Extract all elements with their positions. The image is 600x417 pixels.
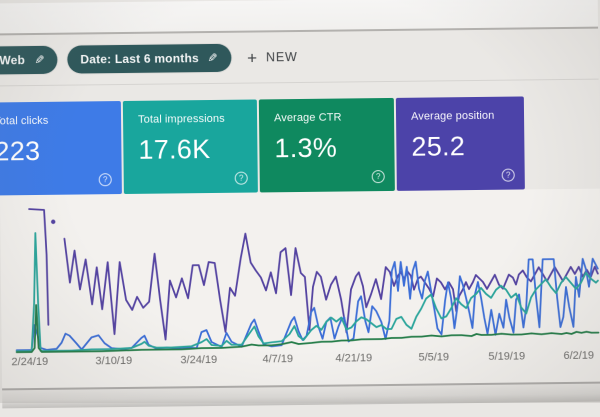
help-icon[interactable]: ? — [98, 173, 112, 187]
help-icon[interactable]: ? — [234, 171, 248, 185]
metric-card[interactable]: Average CTR 1.3% ? — [258, 97, 395, 193]
filter-chip-label: Date: Last 6 months — [80, 51, 199, 67]
series-line-ctr — [15, 304, 600, 354]
x-axis-label: 5/19/19 — [488, 350, 526, 363]
metric-card-title: Average position — [410, 109, 495, 123]
series-line-position — [63, 232, 599, 341]
metric-card-title: Total impressions — [137, 112, 225, 126]
metric-card-title: Average CTR — [273, 111, 342, 125]
metric-card[interactable]: Total impressions 17.6K ? — [122, 99, 258, 194]
series-line-position — [28, 208, 50, 326]
metric-card-value: 25.2 — [411, 131, 466, 162]
new-filter-label: NEW — [265, 50, 298, 65]
metric-card-value: 223 — [0, 135, 41, 167]
x-axis-label: 5/5/19 — [418, 351, 450, 364]
performance-chart-panel[interactable]: 2/24/19 3/10/19 3/24/19 4/7/19 4/21/19 5/5/19… — [0, 188, 600, 389]
series-line-impressions — [15, 232, 599, 353]
filter-chip-label: Web — [0, 53, 26, 68]
x-axis-label: 4/21/19 — [335, 352, 373, 365]
filter-toolbar: Web ✎ Date: Last 6 months ✎ + NEW — [0, 28, 599, 87]
metric-cards-row: Total clicks 223 ? Total impressions 17.… — [0, 96, 600, 196]
x-axis-label: 2/24/19 — [11, 355, 49, 369]
help-icon[interactable]: ? — [501, 168, 515, 182]
metric-card-value: 1.3% — [274, 132, 338, 164]
metric-card-title: Total clicks — [0, 114, 49, 128]
edit-icon: ✎ — [34, 52, 45, 68]
filter-chip-search-type[interactable]: Web ✎ — [0, 45, 58, 75]
edit-icon: ✎ — [207, 50, 219, 66]
performance-chart-svg[interactable] — [0, 189, 600, 358]
x-axis-label: 3/10/19 — [95, 354, 133, 368]
isolated-data-point — [51, 219, 56, 225]
help-icon[interactable]: ? — [371, 170, 385, 184]
metric-card[interactable]: Average position 25.2 ? — [395, 96, 525, 191]
new-filter-button[interactable]: + NEW — [247, 47, 298, 68]
metric-card-value: 17.6K — [138, 134, 211, 165]
plus-icon: + — [247, 47, 258, 68]
x-axis-label: 4/7/19 — [262, 353, 294, 366]
filter-chip-date-range[interactable]: Date: Last 6 months ✎ — [67, 43, 232, 74]
metric-card[interactable]: Total clicks 223 ? — [0, 101, 122, 196]
x-axis-label: 3/24/19 — [180, 353, 218, 367]
x-axis-label: 6/2/19 — [563, 349, 595, 363]
